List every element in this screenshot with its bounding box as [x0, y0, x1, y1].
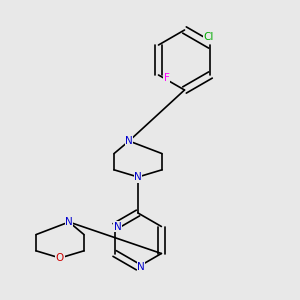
Text: O: O: [56, 253, 64, 263]
Text: N: N: [137, 262, 145, 272]
Text: N: N: [65, 217, 73, 227]
Text: N: N: [125, 136, 133, 146]
Text: N: N: [134, 172, 142, 182]
Text: Cl: Cl: [204, 32, 214, 43]
Text: F: F: [164, 73, 170, 83]
Text: N: N: [114, 221, 122, 232]
